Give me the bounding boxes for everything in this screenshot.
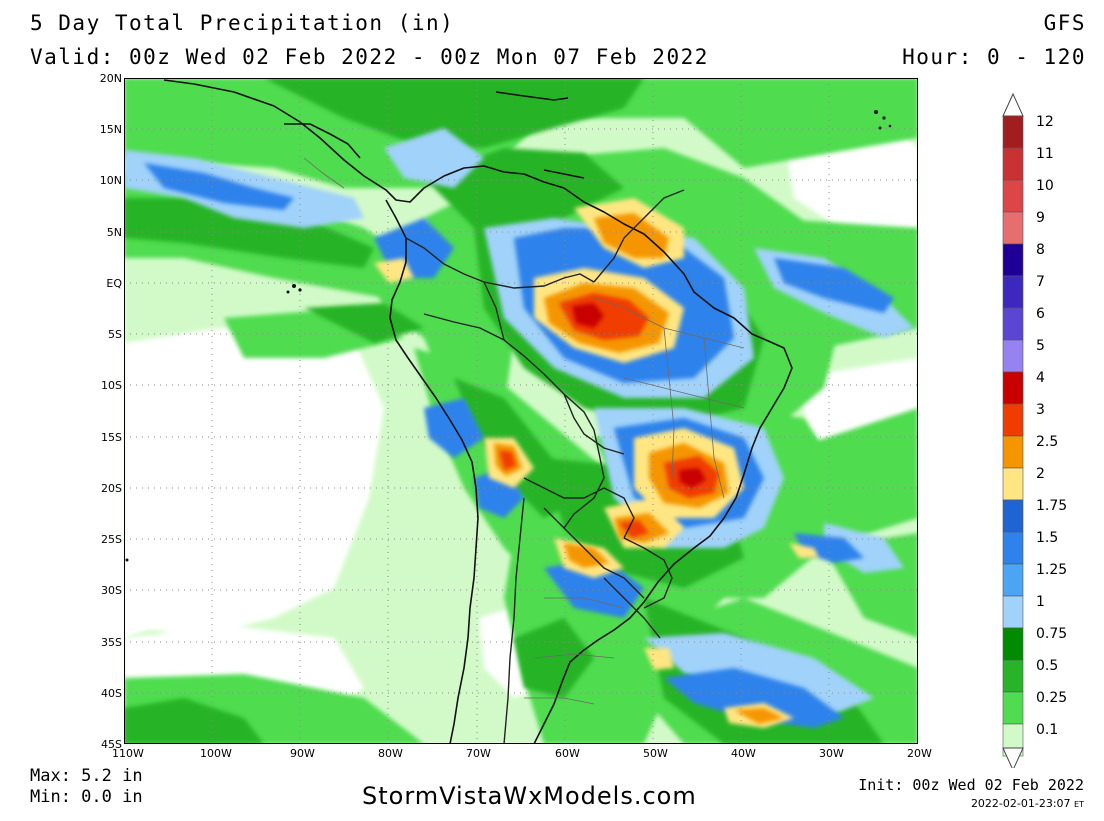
colorbar-label: 5 xyxy=(1036,338,1045,354)
colorbar-swatch xyxy=(1002,243,1024,277)
lat-label: 30S xyxy=(101,584,122,597)
colorbar xyxy=(1002,92,1024,768)
state-borders xyxy=(303,157,745,705)
colorbar-swatch xyxy=(1002,307,1024,341)
lon-label: 50W xyxy=(643,747,668,760)
precipitation-map xyxy=(124,78,918,744)
colorbar-swatch xyxy=(1002,147,1024,181)
colorbar-swatch xyxy=(1002,627,1024,661)
colorbar-label: 1 xyxy=(1036,594,1045,610)
forecast-hours: Hour: 0 - 120 xyxy=(902,45,1086,69)
lat-label: 5S xyxy=(108,328,122,341)
colorbar-swatch xyxy=(1002,563,1024,597)
colorbar-top-arrow xyxy=(1002,92,1024,117)
lat-label: 10S xyxy=(101,379,122,392)
coastlines xyxy=(163,79,793,744)
colorbar-label: 0.75 xyxy=(1036,626,1068,642)
lat-label: 5N xyxy=(106,226,122,239)
colorbar-swatch xyxy=(1002,499,1024,533)
colorbar-swatch xyxy=(1002,115,1024,149)
colorbar-swatch xyxy=(1002,339,1024,373)
colorbar-swatch xyxy=(1002,659,1024,693)
colorbar-label: 12 xyxy=(1036,114,1054,130)
colorbar-label: 10 xyxy=(1036,178,1054,194)
colorbar-label: 3 xyxy=(1036,402,1045,418)
colorbar-swatch xyxy=(1002,211,1024,245)
lon-label: 40W xyxy=(731,747,756,760)
lat-label: 45S xyxy=(101,738,122,751)
lon-label: 110W xyxy=(112,747,144,760)
colorbar-swatch xyxy=(1002,595,1024,629)
colorbar-swatch xyxy=(1002,371,1024,405)
model-name: GFS xyxy=(1043,11,1086,35)
lat-label: 40S xyxy=(101,687,122,700)
source-site: StormVistaWxModels.com xyxy=(362,782,697,810)
min-value: Min: 0.0 in xyxy=(30,787,143,807)
lon-label: 90W xyxy=(290,747,315,760)
colorbar-label: 2 xyxy=(1036,466,1045,482)
colorbar-label: 2.5 xyxy=(1036,434,1059,450)
lat-label: 10N xyxy=(99,174,122,187)
lat-label: 25S xyxy=(101,533,122,546)
colorbar-label: 4 xyxy=(1036,370,1045,386)
colorbar-label: 11 xyxy=(1036,146,1054,162)
colorbar-bottom-arrow xyxy=(1002,747,1024,768)
valid-period: Valid: 00z Wed 02 Feb 2022 - 00z Mon 07 … xyxy=(30,45,709,69)
lat-label: 15N xyxy=(99,123,122,136)
lon-label: 80W xyxy=(378,747,403,760)
colorbar-label: 6 xyxy=(1036,306,1045,322)
lat-label: 20N xyxy=(99,72,122,85)
colorbar-label: 1.25 xyxy=(1036,562,1068,578)
colorbar-label: 9 xyxy=(1036,210,1045,226)
lat-label: EQ xyxy=(106,277,122,290)
precip-darkred-layer xyxy=(572,303,706,488)
lon-label: 100W xyxy=(200,747,232,760)
lon-label: 30W xyxy=(819,747,844,760)
init-time: Init: 00z Wed 02 Feb 2022 xyxy=(858,776,1084,794)
lat-label: 35S xyxy=(101,636,122,649)
colorbar-label: 1.5 xyxy=(1036,530,1059,546)
map-title: 5 Day Total Precipitation (in) xyxy=(30,11,455,35)
colorbar-label: 0.1 xyxy=(1036,722,1059,738)
lat-label: 20S xyxy=(101,482,122,495)
colorbar-swatch xyxy=(1002,435,1024,469)
map-frame xyxy=(124,78,918,744)
generated-time: 2022-02-01-23:07 ET xyxy=(971,797,1084,810)
colorbar-swatch xyxy=(1002,467,1024,501)
lon-label: 60W xyxy=(555,747,580,760)
colorbar-label: 0.25 xyxy=(1036,690,1068,706)
generated-stamp: 2022-02-01-23:07 xyxy=(970,797,1071,810)
max-value: Max: 5.2 in xyxy=(30,766,143,786)
colorbar-swatches xyxy=(1002,115,1024,757)
colorbar-swatch xyxy=(1002,275,1024,309)
colorbar-swatch xyxy=(1002,403,1024,437)
colorbar-swatch xyxy=(1002,179,1024,213)
timezone: ET xyxy=(1074,800,1084,809)
colorbar-label: 1.75 xyxy=(1036,498,1068,514)
colorbar-label: 8 xyxy=(1036,242,1045,258)
graticule xyxy=(124,78,918,744)
islands xyxy=(125,110,892,562)
country-borders xyxy=(405,189,685,744)
colorbar-swatch xyxy=(1002,531,1024,565)
colorbar-label: 7 xyxy=(1036,274,1045,290)
map-canvas xyxy=(124,78,918,744)
colorbar-label: 0.5 xyxy=(1036,658,1059,674)
lon-label: 70W xyxy=(466,747,491,760)
lat-label: 15S xyxy=(101,431,122,444)
lon-label: 20W xyxy=(907,747,932,760)
colorbar-swatch xyxy=(1002,691,1024,725)
